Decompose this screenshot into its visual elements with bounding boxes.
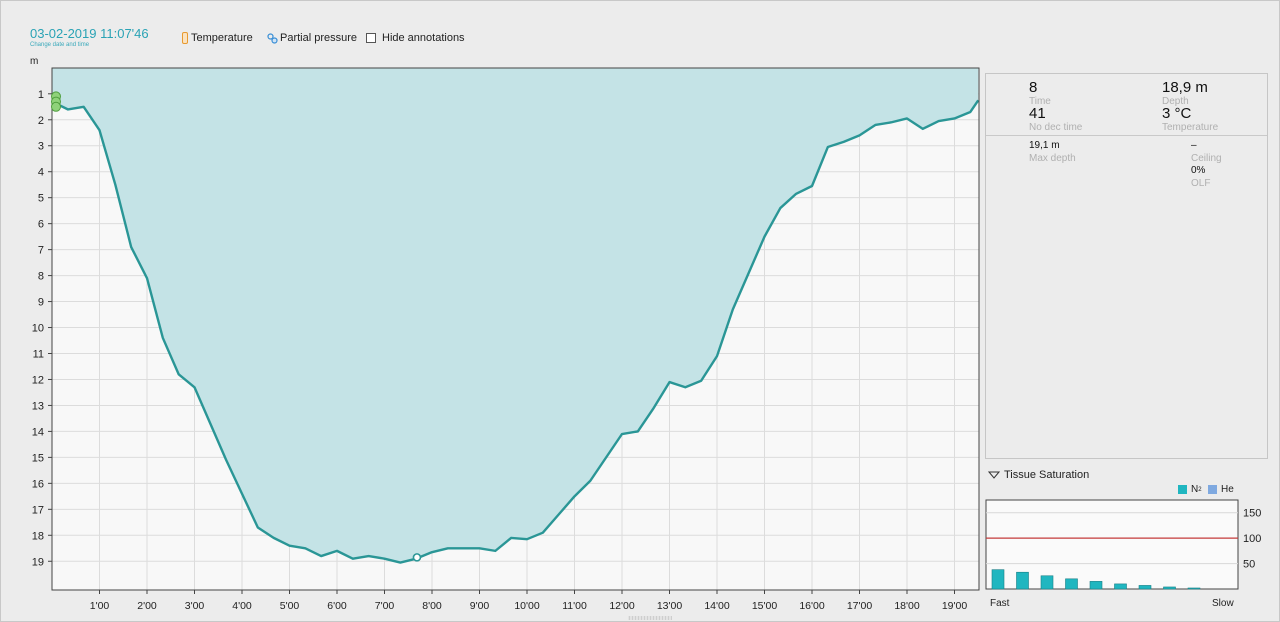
tissue-bar [1163, 586, 1176, 590]
y-tick-label: 13 [32, 400, 44, 412]
tissue-bar [1040, 575, 1054, 590]
y-tick-label: 2 [38, 115, 44, 127]
n2-legend-subscript: 2 [1198, 486, 1202, 493]
ndl-value: 41 [1029, 105, 1046, 122]
y-tick-label: 4 [38, 167, 44, 179]
hide-annotations-checkbox[interactable] [366, 33, 376, 43]
y-tick-label: 9 [38, 297, 44, 309]
time-value: 8 [1029, 79, 1038, 96]
ceiling-value: – [1191, 140, 1197, 151]
temperature-value-label: Temperature [1162, 122, 1219, 133]
slow-label: Slow [1212, 598, 1234, 609]
gas-marker-icon [51, 101, 61, 112]
y-tick-label: 18 [32, 530, 44, 542]
he-legend-label: He [1221, 484, 1234, 495]
y-tick-label: 19 [32, 556, 44, 568]
tissue-saturation-title: Tissue Saturation [1004, 469, 1090, 481]
y-tick-label: 17 [32, 504, 44, 516]
x-tick-label: 7'00 [375, 600, 395, 612]
partial-pressure-toggle[interactable]: Partial pressure [267, 32, 357, 44]
x-tick-label: 12'00 [609, 600, 635, 612]
collapse-triangle-icon[interactable] [988, 470, 1000, 480]
tissue-bar [1016, 571, 1029, 590]
tissue-bar [1114, 583, 1127, 590]
y-tick-label: 14 [32, 426, 44, 438]
x-tick-label: 14'00 [704, 600, 730, 612]
legend-he: He [1208, 484, 1234, 495]
y-tick-label: 1 [38, 89, 44, 101]
x-tick-label: 4'00 [232, 600, 252, 612]
depth-label: Depth [1162, 96, 1189, 107]
y-tick-label: 10 [32, 323, 44, 335]
y-tick-label: 6 [38, 219, 44, 231]
x-tick-label: 11'00 [562, 600, 587, 612]
tissue-saturation-chart: 50 100 150 [985, 499, 1261, 590]
y-tick-label: 12 [32, 374, 44, 386]
tissue-bar [991, 569, 1005, 590]
panel-divider [986, 135, 1267, 136]
tissue-y-label: 50 [1243, 559, 1255, 571]
tissue-bar [1089, 581, 1103, 590]
x-tick-label: 6'00 [327, 600, 347, 612]
tissue-bar [1187, 587, 1201, 590]
x-tick-label: 1'00 [90, 600, 110, 612]
hide-annotations-label: Hide annotations [382, 32, 465, 44]
y-tick-label: 5 [38, 193, 44, 205]
n2-swatch [1178, 485, 1187, 494]
max-depth-value: 19,1 m [1029, 140, 1060, 151]
x-tick-label: 5'00 [280, 600, 300, 612]
olf-value: 0% [1191, 165, 1206, 176]
depth-unit-label: m [30, 56, 39, 67]
y-tick-label: 11 [33, 349, 44, 361]
dive-info-panel: 8 Time 18,9 m Depth 41 No dec time 3 °C … [985, 73, 1268, 459]
olf-label: OLF [1191, 178, 1211, 189]
fast-label: Fast [990, 598, 1010, 609]
he-swatch [1208, 485, 1217, 494]
cursor-marker [412, 553, 422, 562]
y-tick-label: 3 [38, 141, 44, 153]
change-datetime-link[interactable]: Change date and time [30, 42, 90, 48]
y-tick-label: 16 [32, 478, 44, 490]
ndl-label: No dec time [1029, 122, 1083, 133]
resize-grip[interactable] [628, 616, 672, 620]
profile-area [52, 68, 979, 563]
x-tick-label: 17'00 [847, 600, 873, 612]
time-label: Time [1029, 96, 1051, 107]
y-tick-label: 15 [32, 452, 44, 464]
tissue-saturation-header[interactable]: Tissue Saturation [988, 469, 1089, 481]
x-tick-label: 18'00 [894, 600, 920, 612]
plot-border [51, 67, 980, 591]
tissue-bar [1138, 585, 1152, 590]
hide-annotations-toggle[interactable]: Hide annotations [366, 32, 465, 44]
partial-pressure-icon [267, 32, 278, 44]
x-tick-label: 3'00 [185, 600, 205, 612]
x-tick-label: 8'00 [422, 600, 442, 612]
max-depth-label: Max depth [1029, 153, 1076, 164]
temperature-value: 3 °C [1162, 105, 1192, 122]
ceiling-label: Ceiling [1191, 153, 1222, 164]
dive-datetime[interactable]: 03-02-2019 11:07'46 [30, 26, 149, 41]
temperature-toggle[interactable]: Temperature [182, 32, 253, 44]
x-tick-label: 16'00 [799, 600, 825, 612]
y-tick-label: 8 [38, 271, 44, 283]
profile-line [51, 99, 980, 564]
partial-pressure-label: Partial pressure [280, 32, 358, 44]
x-tick-label: 10'00 [514, 600, 540, 612]
tissue-y-label: 150 [1243, 508, 1261, 520]
x-tick-label: 15'00 [752, 600, 778, 612]
thermometer-icon [182, 32, 188, 44]
x-tick-label: 19'00 [942, 600, 968, 612]
tissue-y-label: 100 [1243, 533, 1261, 545]
temperature-label: Temperature [191, 32, 253, 44]
y-tick-label: 7 [38, 245, 44, 257]
x-tick-label: 9'00 [470, 600, 490, 612]
x-tick-label: 2'00 [137, 600, 157, 612]
tissue-bar [1065, 578, 1078, 590]
depth-value: 18,9 m [1162, 79, 1208, 96]
x-tick-label: 13'00 [657, 600, 683, 612]
n2-legend-label: N [1191, 484, 1199, 495]
